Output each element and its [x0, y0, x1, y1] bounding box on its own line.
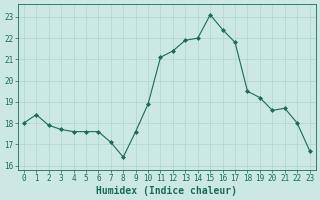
X-axis label: Humidex (Indice chaleur): Humidex (Indice chaleur)	[96, 186, 237, 196]
